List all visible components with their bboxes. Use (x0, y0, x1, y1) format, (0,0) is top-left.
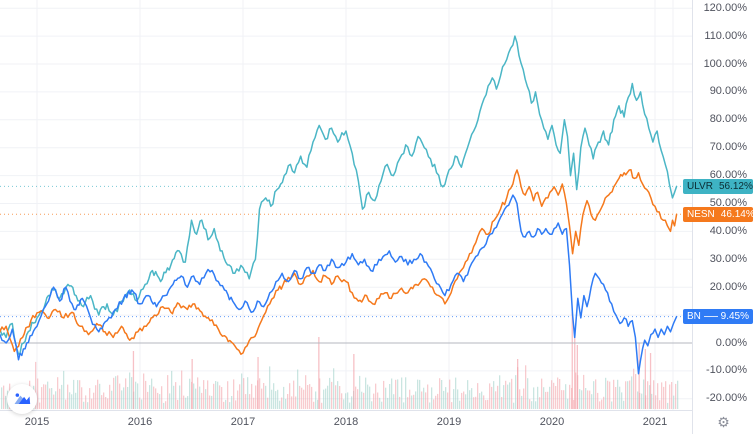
y-axis-label: 70.00% (709, 141, 747, 154)
badge-symbol-label: NESN (687, 208, 715, 220)
axis-corner: ⚙ (692, 410, 754, 434)
badge-value: 46.14% (720, 208, 754, 220)
tradingview-logo[interactable] (7, 384, 37, 414)
time-scale[interactable]: 2015 2016 2017 2018 2019 2020 2021 (0, 410, 754, 434)
badge-value: 9.45% (720, 311, 749, 323)
price-badge-bn[interactable]: BN 9.45% (683, 309, 753, 325)
tradingview-logo-icon (14, 393, 31, 404)
y-axis-label: 0.00% (715, 336, 747, 349)
badge-symbol-label: ULVR (687, 180, 713, 192)
y-axis-label: 20.00% (709, 280, 747, 293)
y-axis-label: 80.00% (709, 113, 747, 126)
y-axis-label: -10.00% (706, 364, 747, 377)
badge-value: 56.12% (718, 180, 753, 192)
x-axis-label: 2017 (230, 416, 256, 428)
y-axis-label: 110.00% (704, 29, 747, 42)
y-axis-label: 30.00% (709, 252, 747, 265)
x-axis-label: 2020 (539, 416, 565, 428)
y-axis-label: 50.00% (709, 197, 747, 209)
x-axis-label: 2015 (24, 416, 50, 428)
badge-dash (703, 316, 718, 318)
price-scale[interactable]: 120.00% 110.00% 100.00% 90.00% 80.00% 70.00% 6… (692, 0, 754, 410)
y-axis-label: 100.00% (703, 57, 747, 70)
y-axis-label: -20.00% (706, 392, 747, 405)
price-badge-nesn[interactable]: NESN 46.14% (683, 206, 754, 222)
y-axis-label: 40.00% (709, 224, 747, 237)
x-axis-label: 2016 (127, 416, 153, 428)
x-axis-label: 2021 (642, 416, 668, 428)
price-badge-ulvr[interactable]: ULVR 56.12% (683, 178, 753, 194)
y-axis-label: 120.00% (703, 1, 747, 14)
badge-symbol-label: BN (687, 311, 701, 323)
x-axis-label: 2019 (436, 416, 462, 428)
y-axis-label: 90.00% (709, 85, 747, 98)
x-axis-label: 2018 (333, 416, 359, 428)
y-axis-label: 60.00% (709, 169, 747, 182)
gear-icon[interactable]: ⚙ (717, 414, 730, 430)
